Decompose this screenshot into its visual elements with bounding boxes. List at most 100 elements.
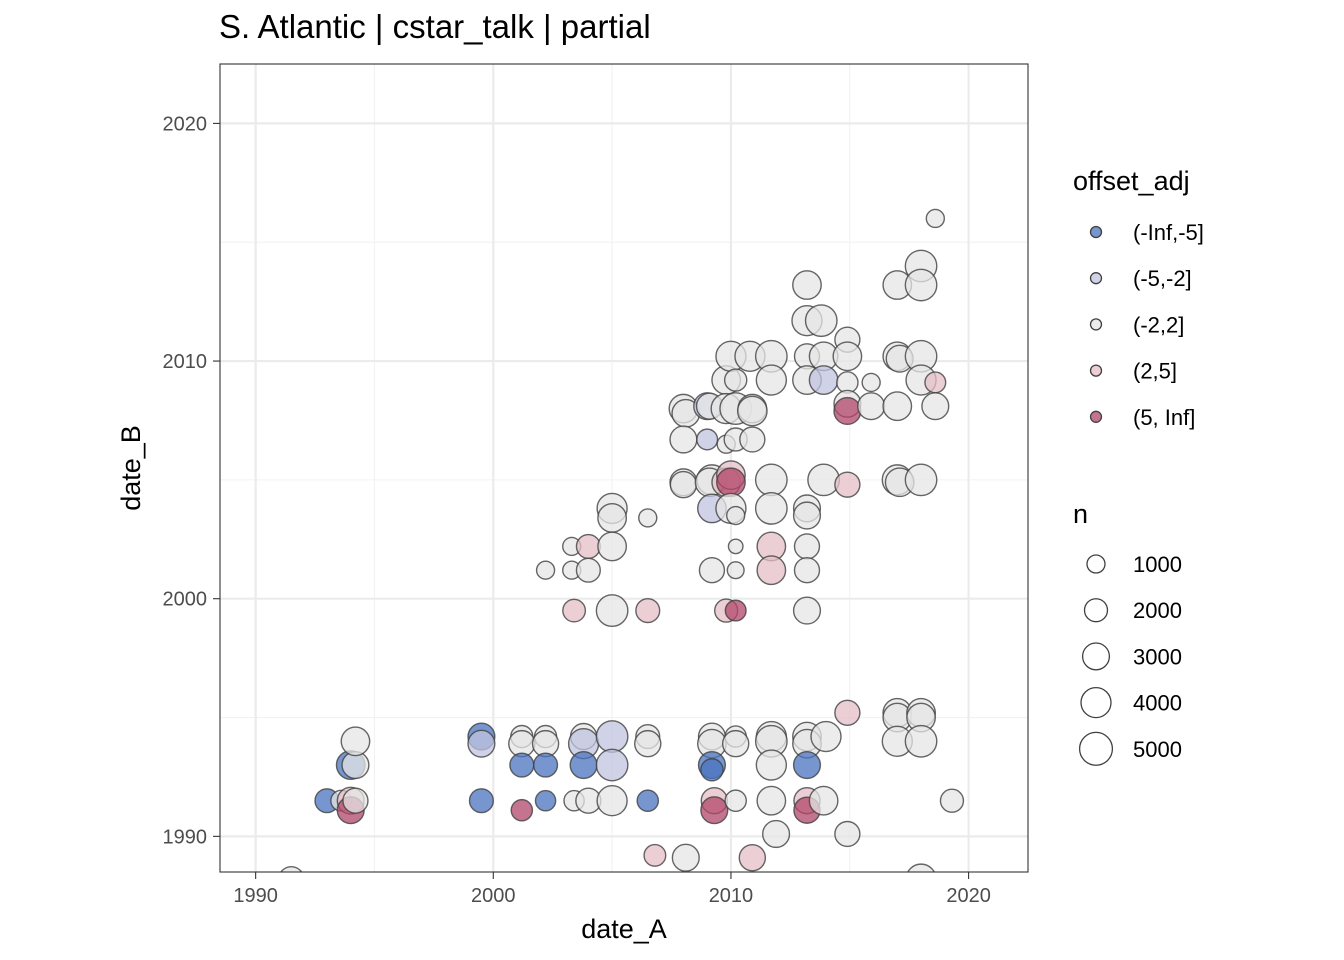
x-tick-label: 2010 [709,885,754,907]
legend: offset_adj (-Inf,-5] (-5,-2] (-2,2] (2,5] (5,… [1073,166,1204,766]
y-tick-label: 2000 [163,589,208,611]
data-point [939,788,965,813]
data-point [756,785,787,816]
data-point [736,395,768,427]
color-legend-label: (-2,2] [1133,312,1184,337]
color-legend-key [1089,225,1103,239]
data-point [724,789,747,812]
size-legend-label: 5000 [1133,737,1182,762]
data-point [904,268,938,302]
data-point [467,729,496,758]
data-point [739,426,766,453]
data-point [698,557,726,584]
chart-title: S. Atlantic | cstar_talk | partial [219,8,651,45]
data-point [669,425,698,454]
data-point [921,392,950,421]
data-point [904,724,938,758]
y-tick-label: 1990 [163,826,208,848]
data-point [792,750,822,780]
size-legend-key [1080,686,1112,719]
color-legend-key [1089,318,1103,331]
data-point [807,463,841,497]
data-point [509,752,535,778]
data-point [700,796,729,825]
data-point [833,396,862,426]
data-point [340,726,371,757]
data-point [510,798,534,822]
data-point [756,555,787,586]
color-legend-label: (-Inf,-5] [1133,220,1204,245]
y-tick-label: 2020 [163,113,208,135]
x-tick-label: 2000 [471,885,516,907]
data-point [727,538,744,555]
data-point [924,371,947,394]
panel-border [219,63,1029,873]
data-point [696,428,719,451]
data-point [597,502,628,533]
data-point [738,844,767,872]
data-point [808,785,839,816]
data-point [904,463,938,497]
data-point [595,594,629,628]
data-point [721,729,750,758]
size-legend-title: n [1073,499,1088,529]
color-legend-label: (5, Inf] [1133,405,1195,430]
data-point [596,785,628,817]
color-legend-key [1089,364,1103,377]
data-point [280,865,303,872]
data-point [792,501,822,530]
data-point [534,789,557,812]
points-group [280,208,965,872]
data-point [810,720,842,753]
x-axis-title: date_A [581,914,667,944]
size-legend-label: 1000 [1133,552,1182,577]
data-point [726,561,745,580]
color-legend-key [1089,410,1103,423]
data-point [575,557,601,583]
size-legend-key [1086,554,1106,574]
size-legend-key [1078,731,1114,766]
size-legend-key [1083,598,1109,623]
data-point [635,597,661,624]
data-point [532,752,559,778]
data-point [792,270,822,300]
data-point [754,491,788,525]
data-point [595,748,629,782]
data-point [834,699,861,726]
data-point [804,304,838,338]
data-point [595,720,629,753]
color-legend-label: (-5,-2] [1133,266,1192,291]
data-point [925,208,946,229]
x-tick-label: 2020 [946,885,991,907]
points-layer [280,208,965,872]
data-point [468,788,495,814]
data-point [832,341,863,372]
data-point [723,368,748,392]
data-point [638,508,658,528]
data-point [575,533,601,560]
data-point [725,505,746,526]
color-legend-key [1089,272,1103,285]
data-point [634,729,662,758]
size-legend-label: 2000 [1133,598,1182,623]
y-tick-label: 2010 [163,351,208,373]
size-legend-label: 3000 [1133,644,1182,669]
data-point [754,463,788,497]
data-point [792,596,822,625]
data-point [671,843,700,872]
data-point [636,789,660,812]
data-point [669,470,698,499]
data-point [755,749,788,781]
data-point [808,365,839,395]
data-point [535,560,556,580]
data-point [882,391,913,422]
data-point [562,598,587,623]
data-point [716,467,746,498]
y-axis-title: date_B [116,425,146,511]
color-legend-title: offset_adj [1073,166,1190,196]
data-point [834,471,861,498]
data-point [793,557,821,584]
data-point [834,820,861,848]
data-point [857,392,886,421]
